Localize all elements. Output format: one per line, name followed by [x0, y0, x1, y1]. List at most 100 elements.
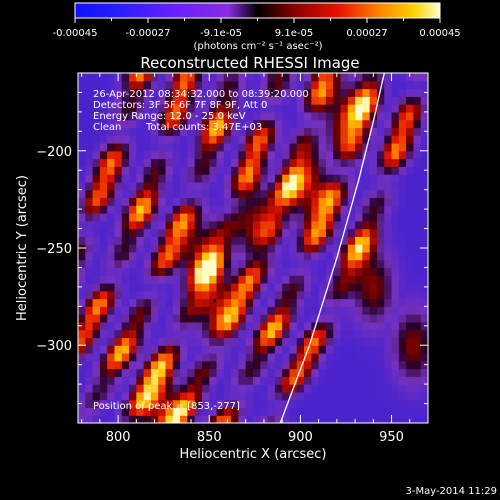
- heatmap-cell: [340, 376, 349, 385]
- heatmap-cell: [194, 158, 203, 167]
- heatmap-cell: [85, 275, 94, 284]
- heatmap-cell: [347, 111, 356, 121]
- heatmap-cell: [187, 73, 196, 82]
- heatmap-cell: [209, 236, 218, 245]
- heatmap-cell: [391, 399, 400, 409]
- heatmap-cell: [406, 174, 415, 183]
- heatmap-cell: [391, 251, 400, 261]
- heatmap-cell: [85, 251, 94, 261]
- heatmap-cell: [165, 143, 174, 152]
- heatmap-cell: [274, 314, 283, 323]
- heatmap-cell: [318, 236, 327, 245]
- heatmap-cell: [311, 415, 320, 423]
- heatmap-cell: [304, 88, 312, 97]
- heatmap-cell: [158, 321, 167, 331]
- heatmap-cell: [180, 399, 188, 409]
- heatmap-cell: [99, 267, 108, 276]
- heatmap-cell: [85, 174, 94, 183]
- heatmap-cell: [318, 353, 327, 362]
- colorbar-tick-label: 0.00045: [419, 28, 460, 39]
- heatmap-cell: [245, 337, 254, 346]
- heatmap-cell: [143, 181, 152, 191]
- colorbar-unit-label: (photons cm⁻² s⁻¹ asec⁻²): [193, 41, 322, 52]
- heatmap-cell: [318, 306, 327, 315]
- heatmap-cell: [296, 337, 305, 346]
- heatmap-cell: [355, 329, 363, 339]
- heatmap-cell: [362, 189, 371, 199]
- heatmap-cell: [231, 228, 240, 237]
- heatmap-cell: [362, 181, 371, 191]
- heatmap-cell: [194, 384, 203, 393]
- heatmap-cell: [209, 143, 218, 152]
- heatmap-cell: [150, 321, 159, 331]
- heatmap-cell: [201, 321, 210, 331]
- heatmap-cell: [129, 384, 137, 393]
- heatmap-cell: [282, 407, 291, 416]
- heatmap-cell: [180, 298, 188, 307]
- heatmap-cell: [260, 259, 269, 269]
- heatmap-cell: [355, 314, 363, 323]
- heatmap-cell: [158, 166, 167, 175]
- heatmap-cell: [413, 251, 422, 261]
- heatmap-cell: [129, 111, 137, 121]
- heatmap-cell: [362, 376, 371, 385]
- heatmap-cell: [406, 205, 415, 214]
- heatmap-cell: [311, 228, 320, 237]
- heatmap-cell: [311, 399, 320, 409]
- heatmap-cell: [136, 213, 145, 222]
- heatmap-cell: [245, 345, 254, 354]
- heatmap-cell: [158, 119, 167, 129]
- heatmap-cell: [369, 314, 378, 323]
- heatmap-cell: [384, 135, 393, 144]
- heatmap-cell: [129, 158, 137, 167]
- heatmap-cell: [223, 337, 232, 346]
- heatmap-cell: [180, 205, 188, 214]
- heatmap-cell: [362, 267, 371, 276]
- heatmap-cell: [165, 391, 174, 401]
- heatmap-cell: [333, 189, 342, 199]
- heatmap-cell: [413, 368, 422, 377]
- heatmap-cell: [347, 236, 356, 245]
- heatmap-cell: [333, 321, 342, 331]
- heatmap-cell: [143, 259, 152, 269]
- heatmap-cell: [304, 384, 312, 393]
- heatmap-cell: [296, 259, 305, 269]
- heatmap-cell: [136, 407, 145, 416]
- heatmap-cell: [398, 166, 407, 175]
- heatmap-cell: [238, 166, 247, 175]
- heatmap-cell: [406, 353, 415, 362]
- heatmap-cell: [187, 290, 196, 300]
- heatmap-cell: [260, 391, 269, 401]
- heatmap-cell: [304, 96, 312, 105]
- heatmap-cell: [194, 283, 203, 292]
- heatmap-cell: [398, 415, 407, 423]
- heatmap-cell: [187, 399, 196, 409]
- heatmap-cell: [347, 150, 356, 160]
- heatmap-cell: [260, 166, 269, 175]
- heatmap-cell: [282, 104, 291, 113]
- heatmap-cell: [420, 150, 428, 160]
- heatmap-cell: [180, 150, 188, 160]
- heatmap-cell: [333, 96, 342, 105]
- heatmap-cell: [391, 150, 400, 160]
- heatmap-cell: [406, 314, 415, 323]
- heatmap-cell: [296, 150, 305, 160]
- heatmap-cell: [85, 321, 94, 331]
- heatmap-cell: [398, 96, 407, 105]
- heatmap-cell: [78, 329, 86, 339]
- heatmap-cell: [150, 399, 159, 409]
- heatmap-cell: [143, 166, 152, 175]
- heatmap-cell: [238, 290, 247, 300]
- heatmap-cell: [85, 236, 94, 245]
- heatmap-cell: [406, 298, 415, 307]
- heatmap-cell: [245, 244, 254, 253]
- heatmap-cell: [369, 353, 378, 362]
- heatmap-cell: [180, 181, 188, 191]
- heatmap-cell: [369, 407, 378, 416]
- heatmap-cell: [150, 259, 159, 269]
- heatmap-cell: [362, 174, 371, 183]
- heatmap-cell: [253, 150, 261, 160]
- heatmap-cell: [92, 329, 101, 339]
- heatmap-cell: [92, 135, 101, 144]
- heatmap-cell: [245, 376, 254, 385]
